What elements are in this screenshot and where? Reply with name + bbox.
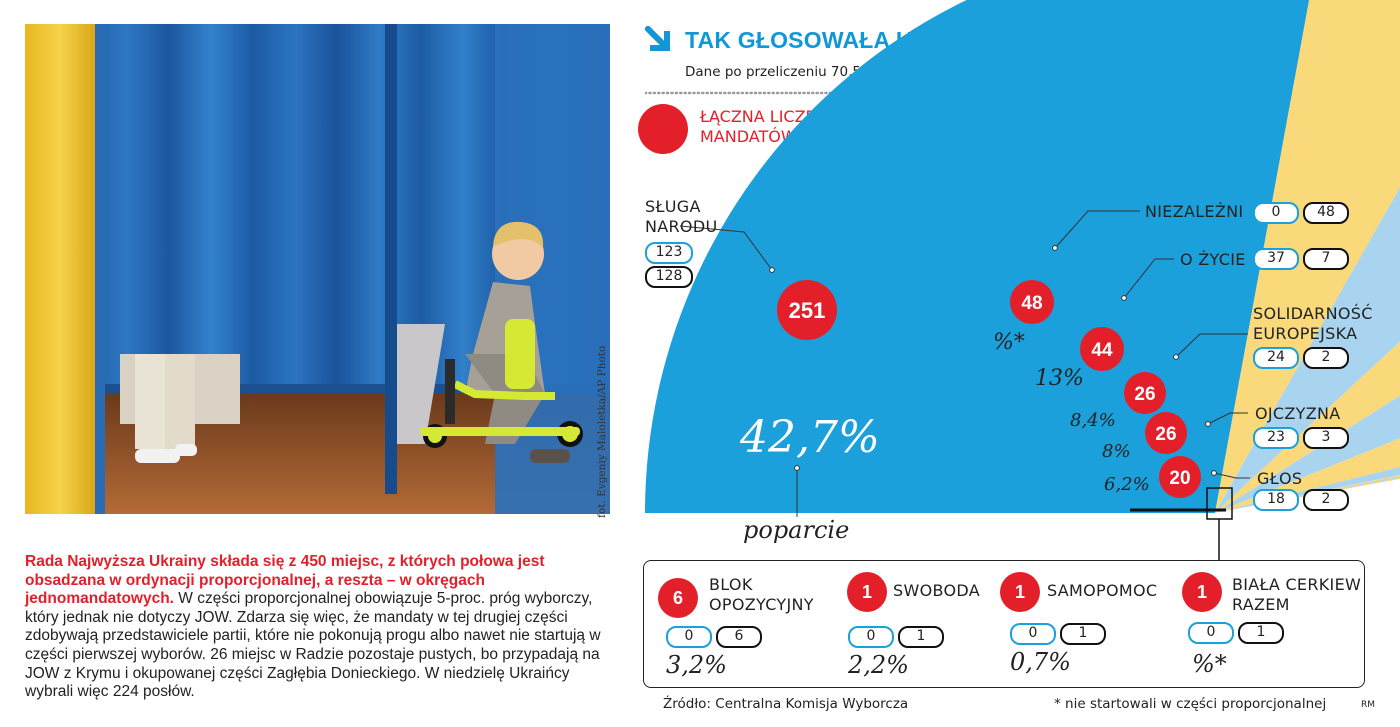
proportional-seats-glos: 18 <box>1253 489 1299 511</box>
seat-dot-swoboda: 1 <box>847 572 887 612</box>
legend-total-line-2: MANDATÓW <box>700 127 797 146</box>
party-label-sluga-narodu: SŁUGA NARODU <box>645 197 718 236</box>
leader-ojczyzna <box>1207 412 1248 425</box>
proportional-seats-ojczyzna: 23 <box>1253 427 1299 449</box>
party-label-blok-opozycyjny: BLOK OPOZYCYJNY <box>709 575 814 614</box>
support-samopomoc: 0,7% <box>1010 648 1071 676</box>
support-biala-cerkiew-razem: %* <box>1192 650 1227 678</box>
leader-dot-niezalezni <box>1052 245 1058 251</box>
proportional-seats-blok-opozycyjny: 0 <box>666 626 712 648</box>
proportional-seats-sluga-narodu: 123 <box>645 242 693 264</box>
seat-dot-ojczyzna <box>1145 412 1187 454</box>
leader-dot-sluga-narodu <box>769 267 775 273</box>
majority-seats-biala-cerkiew-razem: 1 <box>1238 622 1284 644</box>
infographic-title: TAK GŁOSOWAŁA UKRAINA <box>685 27 1004 53</box>
photo-credit: fot. Evgeniy Maloletka/AP Photo <box>596 345 608 518</box>
majority-seats-samopomoc: 1 <box>1060 623 1106 645</box>
photo-illustration <box>25 24 610 514</box>
legend-majority-swatch <box>868 156 914 177</box>
support-swoboda: 2,2% <box>848 651 909 679</box>
leader-o-zycie <box>1123 258 1174 299</box>
zoom-box <box>1206 487 1233 520</box>
support-glos: 6,2% <box>1104 474 1150 495</box>
majority-seats-o-zycie: 7 <box>1303 248 1349 270</box>
author-initials: RM <box>1361 700 1376 710</box>
party-label-swoboda: SWOBODA <box>893 581 980 600</box>
seat-dot-biala-cerkiew-razem: 1 <box>1182 572 1222 612</box>
turnout-value: 49,8% <box>1265 48 1364 84</box>
support-niezalezni: %* <box>993 330 1025 355</box>
leader-solidarnosc-europejska <box>1175 333 1248 358</box>
party-label-biala-cerkiew-razem: BIAŁA CERKIEW RAZEM <box>1232 575 1362 614</box>
party-label-o-zycie: O ŻYCIE <box>1180 250 1246 269</box>
proportional-seats-swoboda: 0 <box>848 626 894 648</box>
seat-dot-glos <box>1159 456 1201 498</box>
legend-proportional-swatch <box>868 131 914 152</box>
party-label-niezalezni: NIEZALEŻNI <box>1145 202 1244 221</box>
seat-dot-solidarnosc-europejska <box>1124 372 1166 414</box>
seat-count-ojczyzna: 26 <box>1155 424 1176 445</box>
proportional-seats-niezalezni: 0 <box>1253 202 1299 224</box>
party-label-samopomoc: SAMOPOMOC <box>1047 581 1158 600</box>
majority-seats-blok-opozycyjny: 6 <box>716 626 762 648</box>
support-solidarnosc-europejska: 8,4% <box>1070 410 1116 431</box>
seat-dot-niezalezni <box>1010 280 1054 324</box>
support-o-zycie: 13% <box>1035 366 1084 391</box>
party-label-glos: GŁOS <box>1257 469 1303 488</box>
proportional-seats-o-zycie: 37 <box>1253 248 1299 270</box>
majority-seats-niezalezni: 48 <box>1303 202 1349 224</box>
legend-majority-label: część większościowa <box>926 152 1124 174</box>
proportional-seats-biala-cerkiew-razem: 0 <box>1188 622 1234 644</box>
leader-dot-o-zycie <box>1121 295 1127 301</box>
legend-proportional-label: część proporcjonalna <box>926 128 1127 150</box>
seat-dot-blok-opozycyjny: 6 <box>658 578 698 618</box>
support-caption: poparcie <box>743 516 850 544</box>
majority-seats-ojczyzna: 3 <box>1303 427 1349 449</box>
majority-seats-solidarnosc-europejska: 2 <box>1303 347 1349 369</box>
seat-count-solidarnosc-europejska: 26 <box>1134 384 1155 405</box>
majority-seats-glos: 2 <box>1303 489 1349 511</box>
majority-seats-swoboda: 1 <box>898 626 944 648</box>
arrow-down-right-icon <box>645 26 670 51</box>
footnote: * nie startowali w części proporcjonalne… <box>1054 696 1327 712</box>
voting-booth-photo <box>25 24 610 514</box>
article-rest: W części proporcjonalnej obowiązuje 5-pr… <box>25 590 601 701</box>
source-note: Źródło: Centralna Komisja Wyborcza <box>663 696 909 712</box>
party-label-solidarnosc-europejska: SOLIDARNOŚĆ EUROPEJSKA <box>1253 304 1373 343</box>
leader-niezalezni <box>1054 210 1140 249</box>
legend-total-dot <box>638 104 688 154</box>
support-ojczyzna: 8% <box>1102 441 1131 462</box>
poparcie-leader-dot <box>794 465 800 471</box>
turnout-label: FREKWENCJA: <box>1136 61 1261 81</box>
seat-count-sluga-narodu: 251 <box>789 298 826 323</box>
turnout: FREKWENCJA: 49,8% <box>1137 48 1364 84</box>
seat-dot-sluga-narodu <box>777 280 837 340</box>
dotted-divider <box>645 91 1390 95</box>
seat-count-o-zycie: 44 <box>1091 340 1113 361</box>
legend-total-line-1: ŁĄCZNA LICZBA <box>700 107 828 126</box>
party-label-ojczyzna: OJCZYZNA <box>1255 404 1341 423</box>
support-sluga-narodu: 42,7% <box>740 412 880 463</box>
infographic-subtitle: Dane po przeliczeniu 70,5 proc. głosów <box>685 64 951 80</box>
seat-dot-o-zycie <box>1080 327 1124 371</box>
seat-dot-samopomoc: 1 <box>1000 572 1040 612</box>
article-body: Rada Najwyższa Ukrainy składa się z 450 … <box>25 553 615 702</box>
article-lead: Rada Najwyższa Ukrainy składa się z 450 … <box>25 553 545 608</box>
support-blok-opozycyjny: 3,2% <box>666 651 727 679</box>
legend-mandates-label: MANDATY: <box>873 105 960 125</box>
seat-count-niezalezni: 48 <box>1021 293 1042 314</box>
leader-dot-glos <box>1211 470 1217 476</box>
legend-total-label: ŁĄCZNA LICZBA MANDATÓW <box>700 107 850 147</box>
leader-glos <box>1213 472 1250 479</box>
seat-count-glos: 20 <box>1169 468 1190 489</box>
proportional-seats-solidarnosc-europejska: 24 <box>1253 347 1299 369</box>
leader-dot-solidarnosc-europejska <box>1173 354 1179 360</box>
proportional-seats-samopomoc: 0 <box>1010 623 1056 645</box>
majority-seats-sluga-narodu: 128 <box>645 266 693 288</box>
leader-dot-ojczyzna <box>1205 421 1211 427</box>
